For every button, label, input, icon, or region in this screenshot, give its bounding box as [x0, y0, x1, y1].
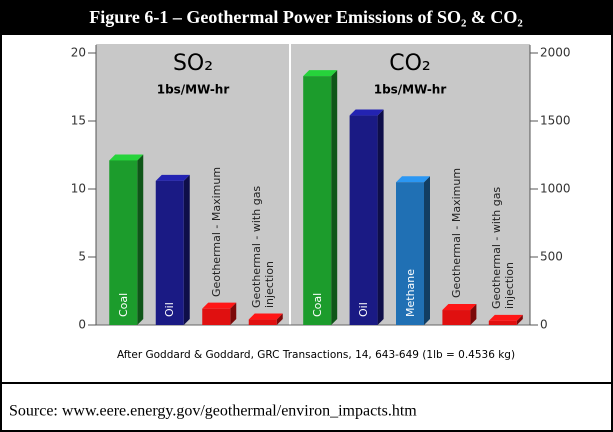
bar — [442, 310, 471, 325]
bar-top — [303, 70, 338, 77]
category-label: Geothermal - with gas injection — [489, 186, 516, 309]
panel-unit: 1bs/MW-hr — [374, 83, 447, 97]
y-tick-label: 1500 — [540, 114, 571, 128]
source: Source: www.eere.energy.gov/geothermal/e… — [9, 403, 417, 420]
bar-side — [331, 70, 338, 326]
bar-side — [137, 154, 144, 325]
bar-top — [488, 314, 523, 321]
bar — [488, 320, 517, 325]
category-label: Oil — [163, 302, 177, 317]
y-tick-label: 15 — [71, 114, 86, 128]
y-tick-label: 500 — [540, 250, 563, 264]
bar-side — [470, 304, 477, 325]
y-tick-label: 0 — [78, 318, 86, 332]
category-label: Geothermal - Maximum — [449, 167, 463, 299]
bar — [109, 160, 138, 325]
chart-title: Figure 6-1 – Geothermal Power Emissions … — [89, 7, 523, 27]
category-label: Oil — [357, 302, 371, 317]
bar — [155, 180, 184, 325]
bar — [349, 115, 378, 325]
bar-side — [516, 314, 523, 325]
panel-label: CO₂ — [389, 51, 431, 76]
category-label: Geothermal - with gas injection — [249, 185, 276, 308]
bar — [248, 319, 277, 325]
category-label: Geothermal - Maximum — [209, 166, 223, 297]
bar-side — [183, 174, 190, 325]
y-tick-label: 10 — [71, 182, 86, 196]
y-tick-label: 2000 — [540, 46, 571, 60]
bar-top — [442, 304, 477, 311]
panel-unit: 1bs/MW-hr — [157, 83, 230, 97]
bar — [396, 182, 424, 325]
y-tick-label: 20 — [71, 46, 86, 60]
bar — [303, 76, 332, 326]
bar-side — [230, 302, 237, 325]
y-tick-label: 1000 — [540, 182, 571, 196]
bar-top — [109, 154, 144, 161]
bar-top — [349, 109, 384, 116]
bar-side — [377, 109, 384, 325]
bar-top — [248, 313, 283, 320]
title-bar — [1, 1, 612, 35]
y-tick-label: 0 — [540, 318, 548, 332]
bar-top — [155, 174, 190, 181]
category-label: Coal — [116, 292, 130, 317]
category-label: Methane — [403, 268, 417, 317]
panel-label: SO₂ — [173, 51, 213, 76]
bar-top — [202, 302, 237, 309]
bar-side — [424, 176, 430, 325]
category-label: Coal — [310, 292, 324, 317]
y-tick-label: 5 — [78, 250, 86, 264]
caption: After Goddard & Goddard, GRC Transaction… — [117, 349, 515, 361]
bar-top — [396, 176, 430, 183]
bar-side — [276, 313, 283, 325]
bar — [202, 308, 231, 325]
